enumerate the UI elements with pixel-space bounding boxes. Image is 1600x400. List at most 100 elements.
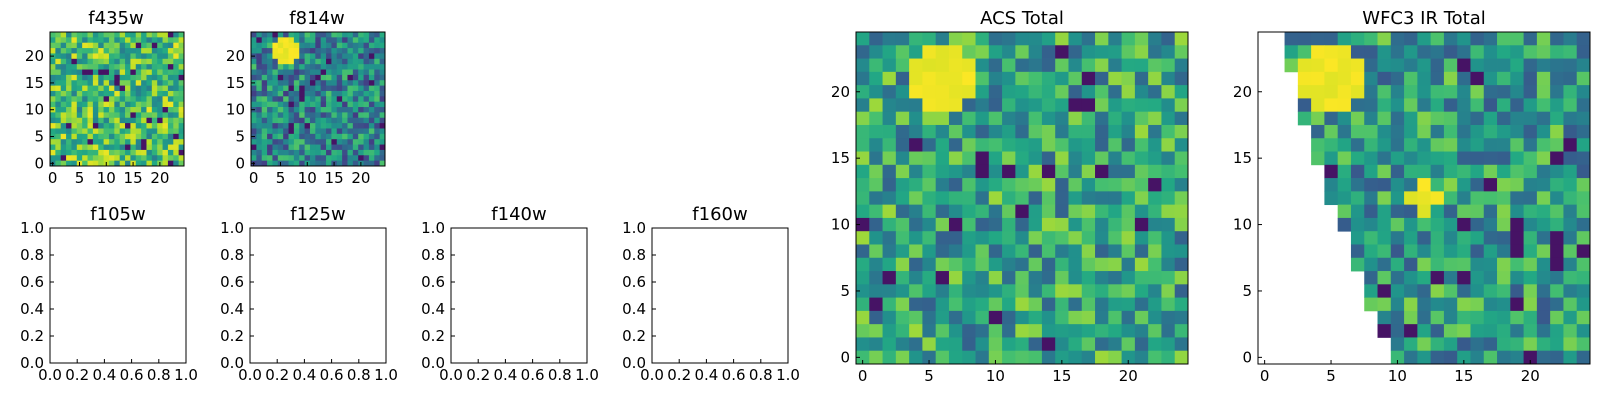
heatmap-cell xyxy=(87,139,94,145)
heatmap-cell xyxy=(304,107,311,113)
heatmap-cell xyxy=(358,32,364,38)
heatmap-cell xyxy=(277,149,284,156)
heatmap-cell xyxy=(374,32,381,38)
heatmap-cell xyxy=(988,297,1003,312)
heatmap-cell xyxy=(251,37,257,44)
heatmap-cell xyxy=(293,101,300,108)
y-tick-label: 0.0 xyxy=(220,354,244,372)
heatmap-cell xyxy=(326,149,332,156)
heatmap-cell xyxy=(895,217,910,232)
heatmap-cell xyxy=(1390,284,1405,298)
heatmap-cell xyxy=(146,155,153,162)
heatmap-cell xyxy=(922,138,937,152)
heatmap-cell xyxy=(299,139,305,145)
heatmap-cell xyxy=(331,85,338,92)
heatmap-cell xyxy=(256,48,263,54)
panel-title: f160w xyxy=(692,204,747,225)
heatmap-cell xyxy=(66,64,72,70)
heatmap-cell xyxy=(1015,244,1030,259)
heatmap-cell xyxy=(1470,257,1485,272)
heatmap-cell xyxy=(1015,71,1030,86)
heatmap-cell xyxy=(157,112,163,119)
heatmap-cell xyxy=(251,32,257,38)
heatmap-cell xyxy=(87,117,94,124)
heatmap-cell xyxy=(309,112,316,119)
heatmap-cell xyxy=(1470,310,1485,325)
heatmap-cell xyxy=(342,58,348,65)
heatmap-cell xyxy=(162,96,169,103)
heatmap-cell xyxy=(256,155,263,162)
heatmap-cell xyxy=(895,71,910,86)
heatmap-cell xyxy=(82,42,88,49)
heatmap-cell xyxy=(856,257,870,272)
heatmap-cell xyxy=(114,69,121,76)
heatmap-cell xyxy=(108,53,115,60)
heatmap-cell xyxy=(1443,271,1458,285)
heatmap-cell xyxy=(50,69,56,76)
heatmap-cell xyxy=(1041,124,1056,139)
heatmap-cell xyxy=(261,160,268,167)
heatmap-cell xyxy=(71,112,78,119)
heatmap-cell xyxy=(948,164,963,179)
heatmap-cell xyxy=(103,85,110,92)
heatmap-cell xyxy=(119,101,126,108)
heatmap-cell xyxy=(146,101,153,108)
heatmap-cell xyxy=(299,90,305,97)
y-tick-label: 0.6 xyxy=(20,273,44,291)
heatmap-cell xyxy=(1457,324,1471,338)
heatmap-cell xyxy=(1041,324,1056,338)
heatmap-cell xyxy=(1457,45,1471,59)
heatmap-cell xyxy=(1148,71,1162,86)
heatmap-cell xyxy=(141,69,147,76)
heatmap-cell xyxy=(856,178,870,192)
heatmap-cell xyxy=(347,42,354,49)
heatmap-cell xyxy=(1483,151,1498,166)
heatmap-cell xyxy=(1068,45,1083,59)
heatmap-cell xyxy=(1041,178,1056,192)
heatmap-cell xyxy=(135,48,142,54)
heatmap-cell xyxy=(909,58,923,73)
heatmap-cell xyxy=(92,69,99,76)
heatmap-cell xyxy=(948,151,963,166)
heatmap-cell xyxy=(988,350,1003,365)
heatmap-cell xyxy=(315,133,322,140)
heatmap-cell xyxy=(309,74,316,81)
heatmap-cell xyxy=(1041,85,1056,99)
heatmap-cell xyxy=(1055,284,1069,298)
y-tick-label: 0.2 xyxy=(220,327,244,345)
heatmap-cell xyxy=(1483,231,1498,245)
heatmap-cell xyxy=(895,324,910,338)
heatmap-cell xyxy=(92,74,99,81)
heatmap-cell xyxy=(352,123,359,129)
heatmap-cell xyxy=(261,107,268,113)
heatmap-cell xyxy=(869,244,883,259)
heatmap-cell xyxy=(256,112,263,119)
heatmap-cell xyxy=(55,74,62,81)
heatmap-cell xyxy=(1324,151,1339,166)
heatmap-cell xyxy=(267,69,273,76)
heatmap-cell xyxy=(1497,45,1511,59)
heatmap-cell xyxy=(119,90,126,97)
heatmap-cell xyxy=(283,128,289,135)
panel-title: f814w xyxy=(289,8,344,29)
heatmap-cell xyxy=(66,128,72,135)
heatmap-cell xyxy=(1121,111,1136,126)
heatmap-cell xyxy=(909,324,923,338)
heatmap-cell xyxy=(922,271,937,285)
heatmap-cell xyxy=(1055,324,1069,338)
heatmap-cell xyxy=(82,128,88,135)
heatmap-cell xyxy=(1015,231,1030,245)
heatmap-cell xyxy=(1497,85,1511,99)
heatmap-cell xyxy=(347,123,354,129)
heatmap-cell xyxy=(103,80,110,86)
heatmap-cell xyxy=(309,160,316,167)
heatmap-cell xyxy=(948,71,963,86)
heatmap-cell xyxy=(1510,217,1524,232)
heatmap-cell xyxy=(358,69,364,76)
heatmap-cell xyxy=(87,144,94,151)
x-tick-label: 0.0 xyxy=(38,366,62,384)
heatmap-cell xyxy=(1068,257,1083,272)
panel-f140w: f140w 0.0 0.2 0.4 0.6 0.8 1.00.00.20.40.60.81… xyxy=(421,204,599,384)
heatmap-cell xyxy=(146,107,153,113)
heatmap-cell xyxy=(1377,98,1392,113)
